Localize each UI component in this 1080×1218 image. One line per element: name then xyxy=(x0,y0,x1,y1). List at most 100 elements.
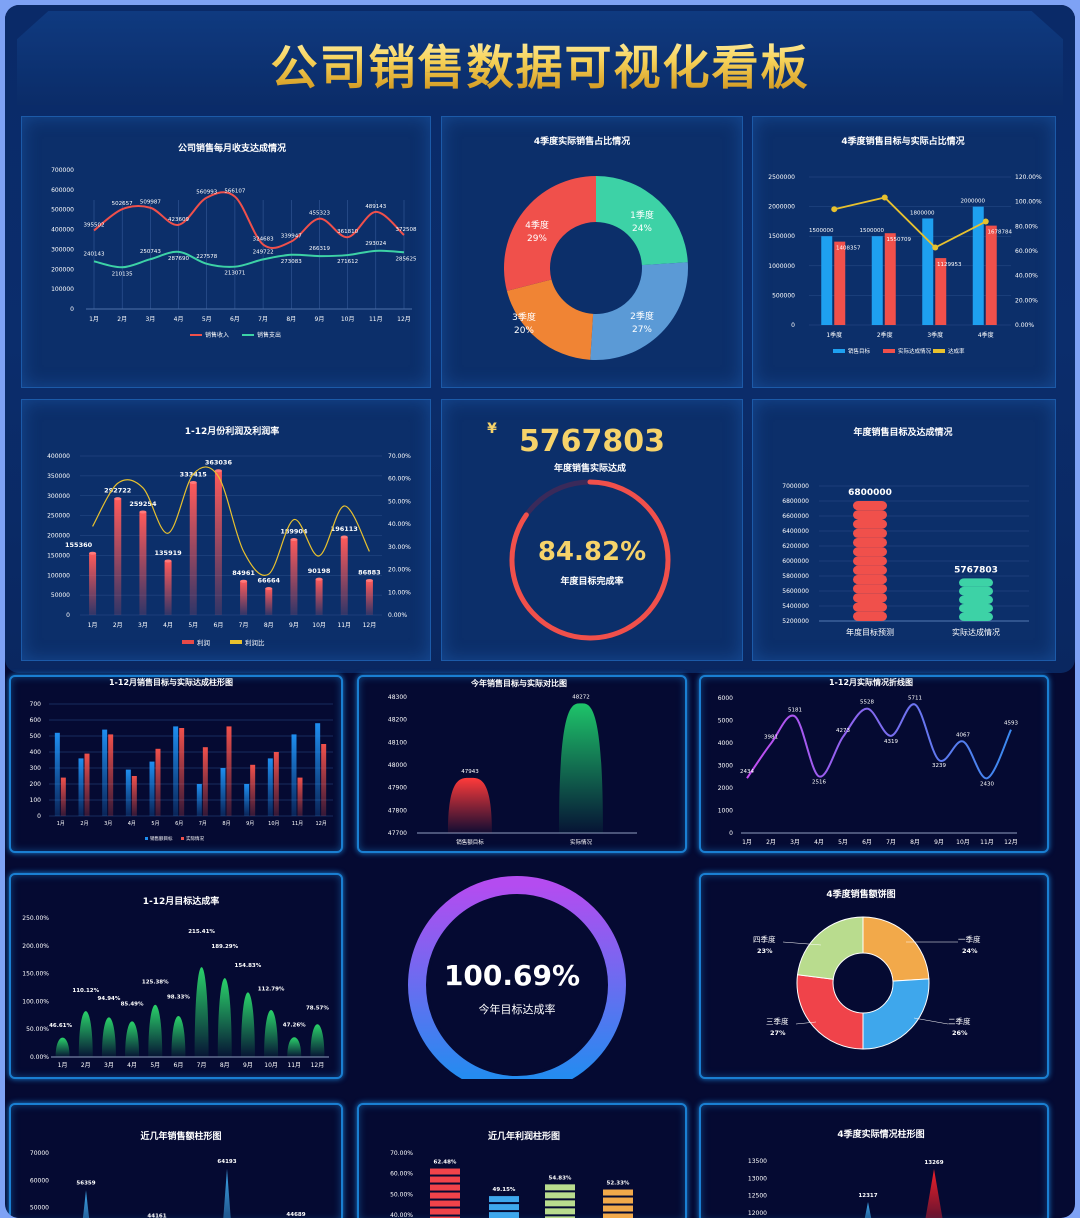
chart-title: 4季度销售额饼图 xyxy=(826,888,895,900)
y-tick-label: 0.00% xyxy=(30,1054,49,1061)
data-label: 259254 xyxy=(129,500,157,508)
y-tick-label: 80.00% xyxy=(1015,223,1038,230)
data-label: 5767803 xyxy=(954,565,998,575)
y-tick-label: 400000 xyxy=(47,453,70,460)
y-tick-label: 12000 xyxy=(748,1210,767,1217)
y-tick-label: 0.00% xyxy=(1015,322,1034,329)
x-tick-label: 6月 xyxy=(214,622,224,629)
data-label: 339947 xyxy=(281,233,302,239)
annual-value-label: 年度销售实际达成 xyxy=(554,462,626,474)
y-tick-label: 70.00% xyxy=(388,453,411,460)
bar xyxy=(365,580,373,615)
data-label: 90198 xyxy=(308,567,331,575)
bar-segment xyxy=(853,602,887,612)
y-tick-label: 0 xyxy=(791,322,795,329)
data-label: 423609 xyxy=(168,217,189,223)
data-label: 85.49% xyxy=(121,1001,144,1007)
data-label: 46.61% xyxy=(49,1023,72,1029)
y-tick-label: 100 xyxy=(30,797,42,804)
x-tick-label: 1月 xyxy=(88,622,98,629)
data-label: 292722 xyxy=(104,487,131,495)
data-label: 324683 xyxy=(253,237,274,243)
x-tick-label: 1月 xyxy=(57,821,65,827)
x-tick-label: 2月 xyxy=(81,1062,91,1069)
data-label: 372508 xyxy=(396,227,417,233)
x-tick-label: 4月 xyxy=(128,821,136,827)
bar-segment xyxy=(959,603,993,613)
data-label: 215.41% xyxy=(188,929,215,935)
bar-segment xyxy=(545,1184,575,1191)
y-tick-label: 250000 xyxy=(47,513,70,520)
legend-label: 销售支出 xyxy=(257,331,281,339)
legend-swatch xyxy=(145,837,148,840)
y-tick-label: 120.00% xyxy=(1015,174,1042,181)
data-label: 4319 xyxy=(884,739,898,745)
y-tick-label: 100.00% xyxy=(22,998,49,1005)
data-label: 54.83% xyxy=(549,1175,572,1181)
bar-cap xyxy=(290,538,298,542)
bar-segment xyxy=(489,1204,519,1211)
y-tick-label: 700000 xyxy=(51,167,74,174)
bar-cap xyxy=(315,577,323,581)
panel-target-vs-actual: 今年销售目标与实际对比图 47700 47800 47900 48000 48100 482… xyxy=(357,675,687,853)
y-tick-label: 47800 xyxy=(388,807,407,814)
y-tick-label: 500000 xyxy=(51,207,74,214)
y-tick-label: 48000 xyxy=(388,762,407,769)
x-tick-label: 8月 xyxy=(910,839,920,846)
bar xyxy=(84,753,90,816)
x-tick-label: 7月 xyxy=(199,821,207,827)
data-label: 86883 xyxy=(358,568,381,576)
bar xyxy=(149,761,155,816)
bar-segment xyxy=(959,595,993,604)
data-label: 287690 xyxy=(168,256,189,262)
header-banner: 公司销售数据可视化看板 xyxy=(17,11,1063,105)
slice-pct: 27% xyxy=(770,1029,786,1037)
x-tick-label: 5月 xyxy=(150,1062,160,1069)
bar-segment xyxy=(959,586,993,596)
page-title: 公司销售数据可视化看板 xyxy=(17,29,1063,98)
y-tick-label: 400000 xyxy=(51,227,74,234)
x-tick-label: 9月 xyxy=(934,839,944,846)
dashboard-frame: 公司销售数据可视化看板 公司销售每月收支达成情况 0 100000 200000 300… xyxy=(5,5,1075,1218)
chart-title: 4季度销售目标与实际占比情况 xyxy=(841,135,964,147)
legend-label: 利润 xyxy=(197,638,210,647)
bar-segment xyxy=(853,611,887,621)
panel-q4-sales-pie: 4季度销售额饼图 一季度 24% 二季度 26% 三季度 27% 四季度 23% xyxy=(699,873,1049,1079)
bar-segment xyxy=(489,1212,519,1218)
data-label: 78.57% xyxy=(306,1005,329,1011)
y-tick-label: 5400000 xyxy=(782,603,809,610)
x-tick-label: 3月 xyxy=(104,1062,114,1069)
panel-q4-share: 4季度实际销售占比情况 1季度 24% 2季度 27% 3季度 20% 4季度 29% xyxy=(441,116,743,388)
slice-pct: 29% xyxy=(527,234,547,244)
data-label: 560993 xyxy=(196,190,217,196)
data-label: 2430 xyxy=(980,781,994,787)
bar xyxy=(871,236,883,325)
bar xyxy=(171,1015,186,1057)
data-label: 227578 xyxy=(196,254,217,260)
chart-title: 4季度实际情况柱形图 xyxy=(837,1128,924,1140)
x-tick-label: 9月 xyxy=(315,316,325,323)
y-tick-label: 50.00% xyxy=(388,498,411,505)
y-tick-label: 600000 xyxy=(51,187,74,194)
panel-annual-target: 年度销售目标及达成情况 5200000 5400000 5600000 5800000 6… xyxy=(752,399,1056,661)
bar-cap xyxy=(340,535,348,539)
y-tick-label: 50000 xyxy=(51,592,70,599)
data-label: 271612 xyxy=(337,259,358,265)
bar xyxy=(108,734,114,816)
x-tick-label: 5月 xyxy=(151,821,159,827)
bar xyxy=(217,978,232,1057)
legend-label: 达成率 xyxy=(948,347,965,355)
data-label: 154.83% xyxy=(235,963,262,969)
data-label: 189904 xyxy=(280,528,308,536)
data-label: 285625 xyxy=(396,256,417,262)
x-tick-label: 2月 xyxy=(113,622,123,629)
data-label: 112.79% xyxy=(258,986,285,992)
legend-label: 销售额目标 xyxy=(150,835,173,842)
data-label: 1500000 xyxy=(809,228,834,234)
y-tick-label: 20.00% xyxy=(1015,297,1038,304)
x-tick-label: 6月 xyxy=(230,316,240,323)
data-label: 502657 xyxy=(112,201,133,207)
legend-swatch xyxy=(883,349,895,353)
bar xyxy=(196,784,202,816)
data-label: 44689 xyxy=(286,1212,305,1218)
